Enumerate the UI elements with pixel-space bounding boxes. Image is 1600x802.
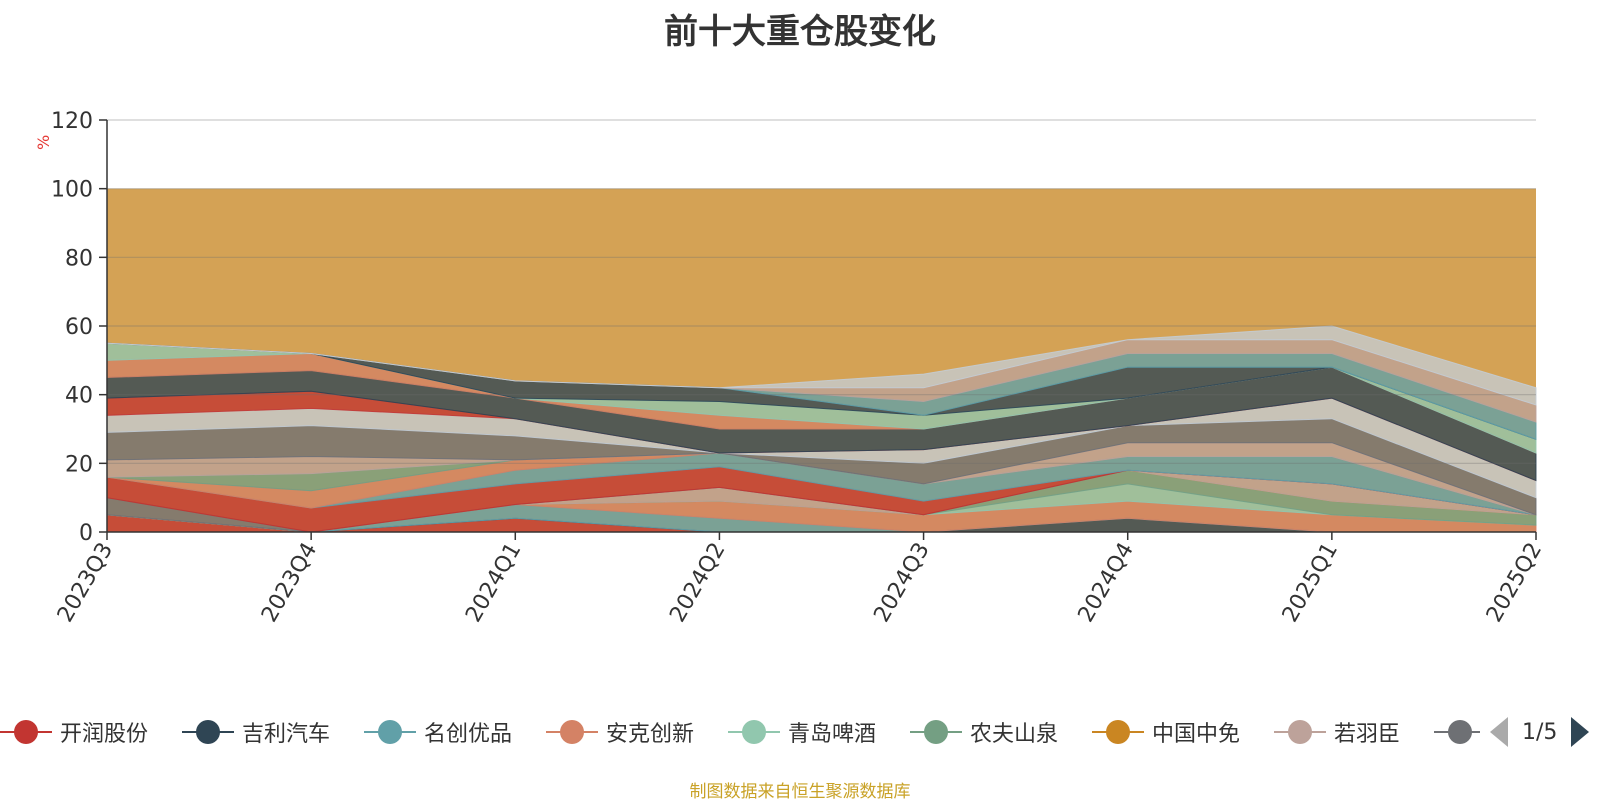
legend-item[interactable]: 青岛啤酒 xyxy=(728,712,876,752)
legend-label: 开润股份 xyxy=(60,722,149,747)
y-tick-label: 20 xyxy=(65,452,93,477)
x-tick-label: 2025Q2 xyxy=(1482,539,1547,627)
x-tick-label: 2024Q3 xyxy=(869,539,934,627)
legend-marker-icon xyxy=(182,717,234,747)
legend-item[interactable]: 中国中免 xyxy=(1092,712,1240,752)
y-tick-label: 40 xyxy=(65,384,93,409)
legend-label: 安克创新 xyxy=(606,722,695,747)
legend-item[interactable]: 开润股份 xyxy=(0,712,148,752)
legend-marker-icon xyxy=(910,717,962,747)
y-tick-label: 60 xyxy=(65,315,93,340)
legend-label: 青岛啤酒 xyxy=(788,722,877,747)
legend-marker-icon xyxy=(1274,717,1326,747)
y-tick-label: 100 xyxy=(51,178,93,203)
legend-label: 名创优品 xyxy=(424,722,513,747)
legend-label: 若羽臣 xyxy=(1334,722,1401,747)
x-tick-label: 2023Q3 xyxy=(53,539,118,627)
legend-marker-icon xyxy=(0,717,52,747)
legend-marker-icon xyxy=(364,717,416,747)
legend: 开润股份 吉利汽车 名创优品 安克创新 青岛啤酒 农夫山泉 中国中免 若羽臣 波司登 xyxy=(0,712,1480,752)
data-source-note: 制图数据来自恒生聚源数据库 xyxy=(689,782,911,802)
legend-item[interactable]: 名创优品 xyxy=(364,712,512,752)
legend-label: 农夫山泉 xyxy=(970,722,1059,747)
legend-item[interactable]: 吉利汽车 xyxy=(182,712,330,752)
legend-item[interactable]: 若羽臣 xyxy=(1274,712,1400,752)
x-tick-label: 2023Q4 xyxy=(257,539,322,627)
legend-marker-icon xyxy=(728,717,780,747)
y-tick-label: 0 xyxy=(79,521,93,546)
legend-label: 吉利汽车 xyxy=(242,722,331,747)
legend-item[interactable]: 波司登 xyxy=(1434,712,1480,752)
x-tick-label: 2024Q1 xyxy=(461,539,526,627)
legend-page-indicator: 1/5 xyxy=(1522,719,1558,745)
stacked-area-chart: 0 20 40 60 80 100 120 2023Q3 2023Q4 2024Q1 2024Q2 2… xyxy=(51,109,1547,627)
chart-title: 前十大重仓股变化 xyxy=(664,12,936,52)
area-series-24[interactable] xyxy=(106,325,1537,406)
legend-marker-icon xyxy=(546,717,598,747)
legend-item[interactable]: 安克创新 xyxy=(546,712,694,752)
y-tick-label: 80 xyxy=(65,246,93,271)
legend-label: 中国中免 xyxy=(1152,722,1241,747)
legend-item[interactable]: 农夫山泉 xyxy=(910,712,1058,752)
y-tick-label: 120 xyxy=(51,109,93,134)
legend-marker-icon xyxy=(1434,717,1480,747)
x-tick-label: 2024Q4 xyxy=(1074,539,1139,627)
legend-marker-icon xyxy=(1092,717,1144,747)
legend-prev-page-icon[interactable] xyxy=(1490,717,1508,747)
x-tick-label: 2025Q1 xyxy=(1278,539,1343,627)
x-tick-label: 2024Q2 xyxy=(665,539,730,627)
legend-next-page-icon[interactable] xyxy=(1571,717,1590,747)
legend-pager: 1/5 xyxy=(1490,712,1590,752)
